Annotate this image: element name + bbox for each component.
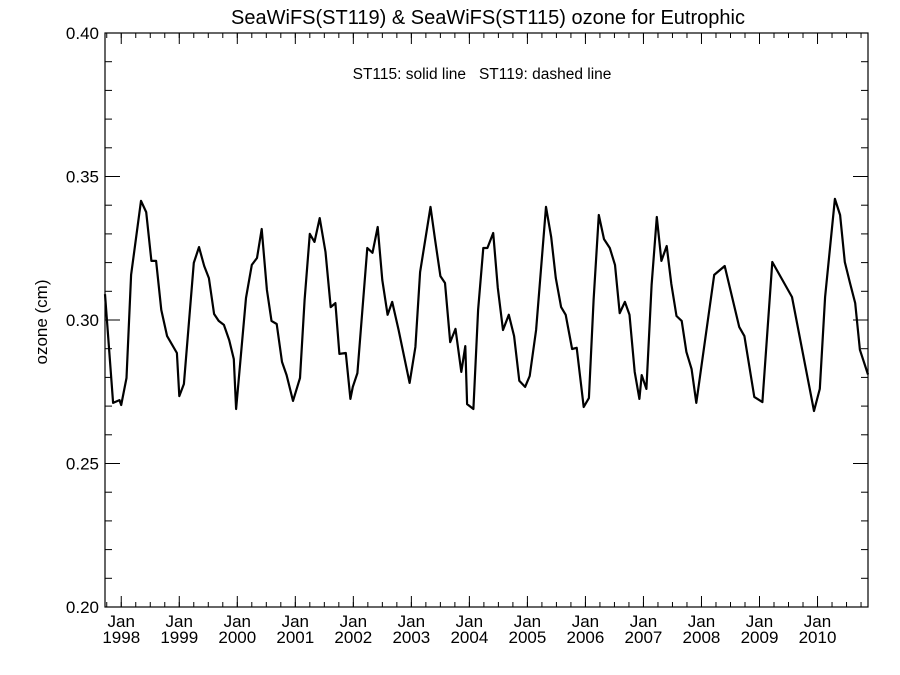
x-tick-month-label: Jan bbox=[398, 612, 425, 631]
x-tick-month-label: Jan bbox=[224, 612, 251, 631]
x-tick-year-label: 2002 bbox=[334, 628, 372, 647]
chart-annotation: ST115: solid line ST119: dashed line bbox=[353, 66, 612, 83]
x-tick-year-label: 2006 bbox=[567, 628, 605, 647]
x-tick-year-label: 2010 bbox=[799, 628, 837, 647]
chart-title: SeaWiFS(ST119) & SeaWiFS(ST115) ozone fo… bbox=[231, 7, 745, 29]
x-tick-month-label: Jan bbox=[282, 612, 309, 631]
x-tick-year-label: 2001 bbox=[276, 628, 314, 647]
x-tick-month-label: Jan bbox=[630, 612, 657, 631]
x-tick-year-label: 2007 bbox=[625, 628, 663, 647]
y-axis-label: ozone (cm) bbox=[32, 279, 51, 364]
x-tick-month-label: Jan bbox=[340, 612, 367, 631]
y-tick-label: 0.35 bbox=[66, 168, 99, 187]
series-lines bbox=[103, 197, 870, 413]
x-tick-year-label: 1999 bbox=[160, 628, 198, 647]
x-tick-year-label: 2009 bbox=[741, 628, 779, 647]
x-tick-month-label: Jan bbox=[804, 612, 831, 631]
x-tick-month-label: Jan bbox=[108, 612, 135, 631]
x-tick-year-label: 2008 bbox=[683, 628, 721, 647]
x-tick-month-label: Jan bbox=[456, 612, 483, 631]
x-tick-month-label: Jan bbox=[166, 612, 193, 631]
tick-labels: 0.200.250.300.350.40Jan1998Jan1999Jan200… bbox=[66, 24, 837, 647]
series-line-st115 bbox=[103, 197, 870, 413]
x-tick-month-label: Jan bbox=[514, 612, 541, 631]
x-tick-month-label: Jan bbox=[688, 612, 715, 631]
plot-frame bbox=[104, 32, 869, 608]
y-tick-label: 0.40 bbox=[66, 24, 99, 43]
x-tick-month-label: Jan bbox=[746, 612, 773, 631]
x-tick-month-label: Jan bbox=[572, 612, 599, 631]
y-tick-label: 0.25 bbox=[66, 455, 99, 474]
x-tick-year-label: 1998 bbox=[102, 628, 140, 647]
x-tick-year-label: 2000 bbox=[218, 628, 256, 647]
x-tick-year-label: 2004 bbox=[450, 628, 488, 647]
axis-ticks bbox=[105, 32, 868, 608]
y-tick-label: 0.20 bbox=[66, 598, 99, 617]
x-tick-year-label: 2003 bbox=[392, 628, 430, 647]
y-tick-label: 0.30 bbox=[66, 311, 99, 330]
x-tick-year-label: 2005 bbox=[508, 628, 546, 647]
